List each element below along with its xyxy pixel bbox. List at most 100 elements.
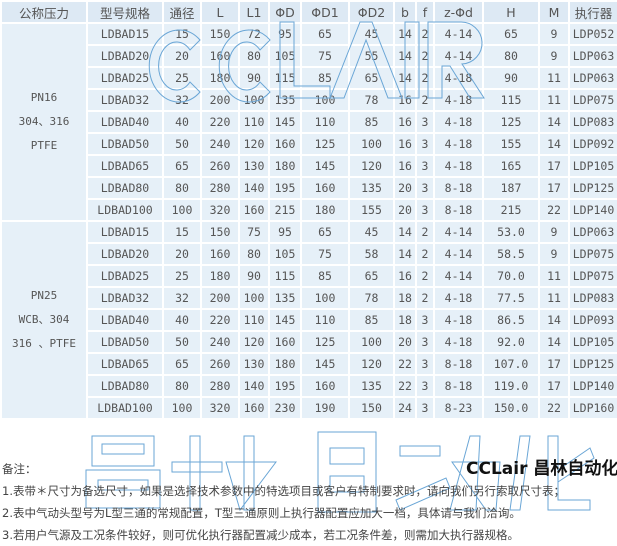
table-cell: LDBAD65 (86, 352, 164, 376)
table-cell: 260 (200, 154, 240, 178)
table-cell: 4-18 (433, 88, 484, 112)
table-cell: 4-18 (433, 308, 484, 332)
table-cell: 3 (415, 132, 435, 156)
table-cell: 200 (200, 88, 240, 112)
table-cell: 45 (348, 220, 395, 244)
table-cell: 145 (268, 110, 302, 134)
table-row: LDBAD100 100 320 160 215 180 155 20 3 8-18 215 22 LD… (1, 198, 617, 222)
table-cell: 100 (300, 88, 350, 112)
table-cell: 2 (415, 264, 435, 288)
table-cell: 120 (238, 330, 270, 354)
table-cell: 160 (268, 132, 302, 156)
table-cell: 85 (348, 308, 395, 332)
table-row: LDBAD40 40 220 110 145 110 85 18 3 4-18 86.5 14 LDP0… (1, 308, 617, 332)
table-cell: 187 (482, 176, 540, 200)
pressure-group-line: PN16 (30, 91, 58, 104)
table-cell: LDBAD80 (86, 374, 164, 398)
table-cell: 110 (300, 308, 350, 332)
table-cell: 130 (238, 154, 270, 178)
table-cell: 100 (162, 396, 202, 420)
table-row: LDBAD32 32 200 100 135 100 78 18 2 4-18 77.5 11 LDP0… (1, 286, 617, 310)
table-cell: 4-14 (433, 242, 484, 266)
table-cell: 16 (393, 132, 417, 156)
table-cell: 3 (415, 198, 435, 222)
table-cell: 100 (162, 198, 202, 222)
table-cell: 75 (300, 44, 350, 68)
table-cell: 145 (300, 154, 350, 178)
table-cell: 14 (538, 132, 570, 156)
table-row: LDBAD32 32 200 100 135 100 78 16 2 4-18 115 11 LDP07… (1, 88, 617, 112)
table-cell: 125 (300, 330, 350, 354)
pressure-group-line: 304、316 (18, 115, 70, 128)
table-cell: LDBAD15 (86, 22, 164, 46)
table-cell: 80 (162, 176, 202, 200)
table-cell: LDBAD40 (86, 308, 164, 332)
table-cell: 115 (268, 66, 302, 90)
table-cell: 180 (268, 352, 302, 376)
table-cell: 20 (393, 176, 417, 200)
table-cell: 9 (538, 22, 570, 46)
table-cell: 110 (300, 110, 350, 134)
table-cell: 230 (268, 396, 302, 420)
table-cell: 100 (348, 330, 395, 354)
table-cell: LDBAD15 (86, 220, 164, 244)
table-cell: LDBAD25 (86, 264, 164, 288)
table-cell: 125 (300, 132, 350, 156)
pressure-group-line: PN25 (30, 289, 58, 302)
table-cell: 160 (268, 330, 302, 354)
table-cell: 85 (348, 110, 395, 134)
table-cell: 145 (268, 308, 302, 332)
table-cell: 165 (482, 154, 540, 178)
table-cell: 320 (200, 198, 240, 222)
table-cell: 58 (348, 242, 395, 266)
notes: 备注： 1.表带＊尺寸为备选尺寸，如果是选择技术参数中的特选项目或客户有特制要求… (2, 458, 565, 546)
table-cell: 220 (200, 110, 240, 134)
column-header: 型号规格 (86, 0, 164, 24)
table-cell: LDBAD20 (86, 44, 164, 68)
column-header: L1 (238, 0, 270, 24)
table-cell: 25 (162, 264, 202, 288)
column-header: ΦD (268, 0, 302, 24)
table-cell: 150.0 (482, 396, 540, 420)
table-cell: 65 (348, 66, 395, 90)
table-cell: LDP093 (568, 308, 617, 332)
table-cell: 120 (238, 132, 270, 156)
table-cell: 280 (200, 176, 240, 200)
table-cell: 160 (238, 396, 270, 420)
table-cell: 145 (300, 352, 350, 376)
table-cell: 22 (538, 396, 570, 420)
table-cell: 8-23 (433, 396, 484, 420)
table-cell: 86.5 (482, 308, 540, 332)
table-row: LDBAD50 50 240 120 160 125 100 20 3 4-18 92.0 14 LDP… (1, 330, 617, 354)
table-cell: 100 (238, 88, 270, 112)
column-header: f (415, 0, 435, 24)
table-cell: LDP063 (568, 44, 617, 68)
note-2: 2.表中气动头型号为L型三通的常规配置，T型三通原则上执行器配置应加大一档，具体… (2, 506, 521, 520)
table-cell: 110 (238, 308, 270, 332)
table-cell: LDP075 (568, 242, 617, 266)
table-cell: LDBAD32 (86, 88, 164, 112)
column-header: L (200, 0, 240, 24)
table-cell: 65 (348, 264, 395, 288)
table-cell: 14 (393, 220, 417, 244)
table-cell: LDBAD100 (86, 396, 164, 420)
table-cell: 4-18 (433, 154, 484, 178)
table-row: LDBAD80 80 280 140 195 160 135 22 3 8-18 119.0 17 LD… (1, 374, 617, 398)
table-cell: 22 (538, 198, 570, 222)
table-cell: 2 (415, 88, 435, 112)
table-cell: 17 (538, 176, 570, 200)
table-cell: 4-14 (433, 22, 484, 46)
table-cell: LDP063 (568, 66, 617, 90)
table-cell: 58.5 (482, 242, 540, 266)
table-cell: 20 (393, 330, 417, 354)
column-header: M (538, 0, 570, 24)
table-cell: 2 (415, 242, 435, 266)
column-header: 执行器 (568, 0, 617, 24)
table-cell: 16 (393, 264, 417, 288)
table-cell: 3 (415, 330, 435, 354)
table-cell: 18 (393, 286, 417, 310)
table-cell: 85 (300, 264, 350, 288)
table-cell: 80 (482, 44, 540, 68)
table-cell: 16 (393, 88, 417, 112)
table-cell: 8-18 (433, 198, 484, 222)
